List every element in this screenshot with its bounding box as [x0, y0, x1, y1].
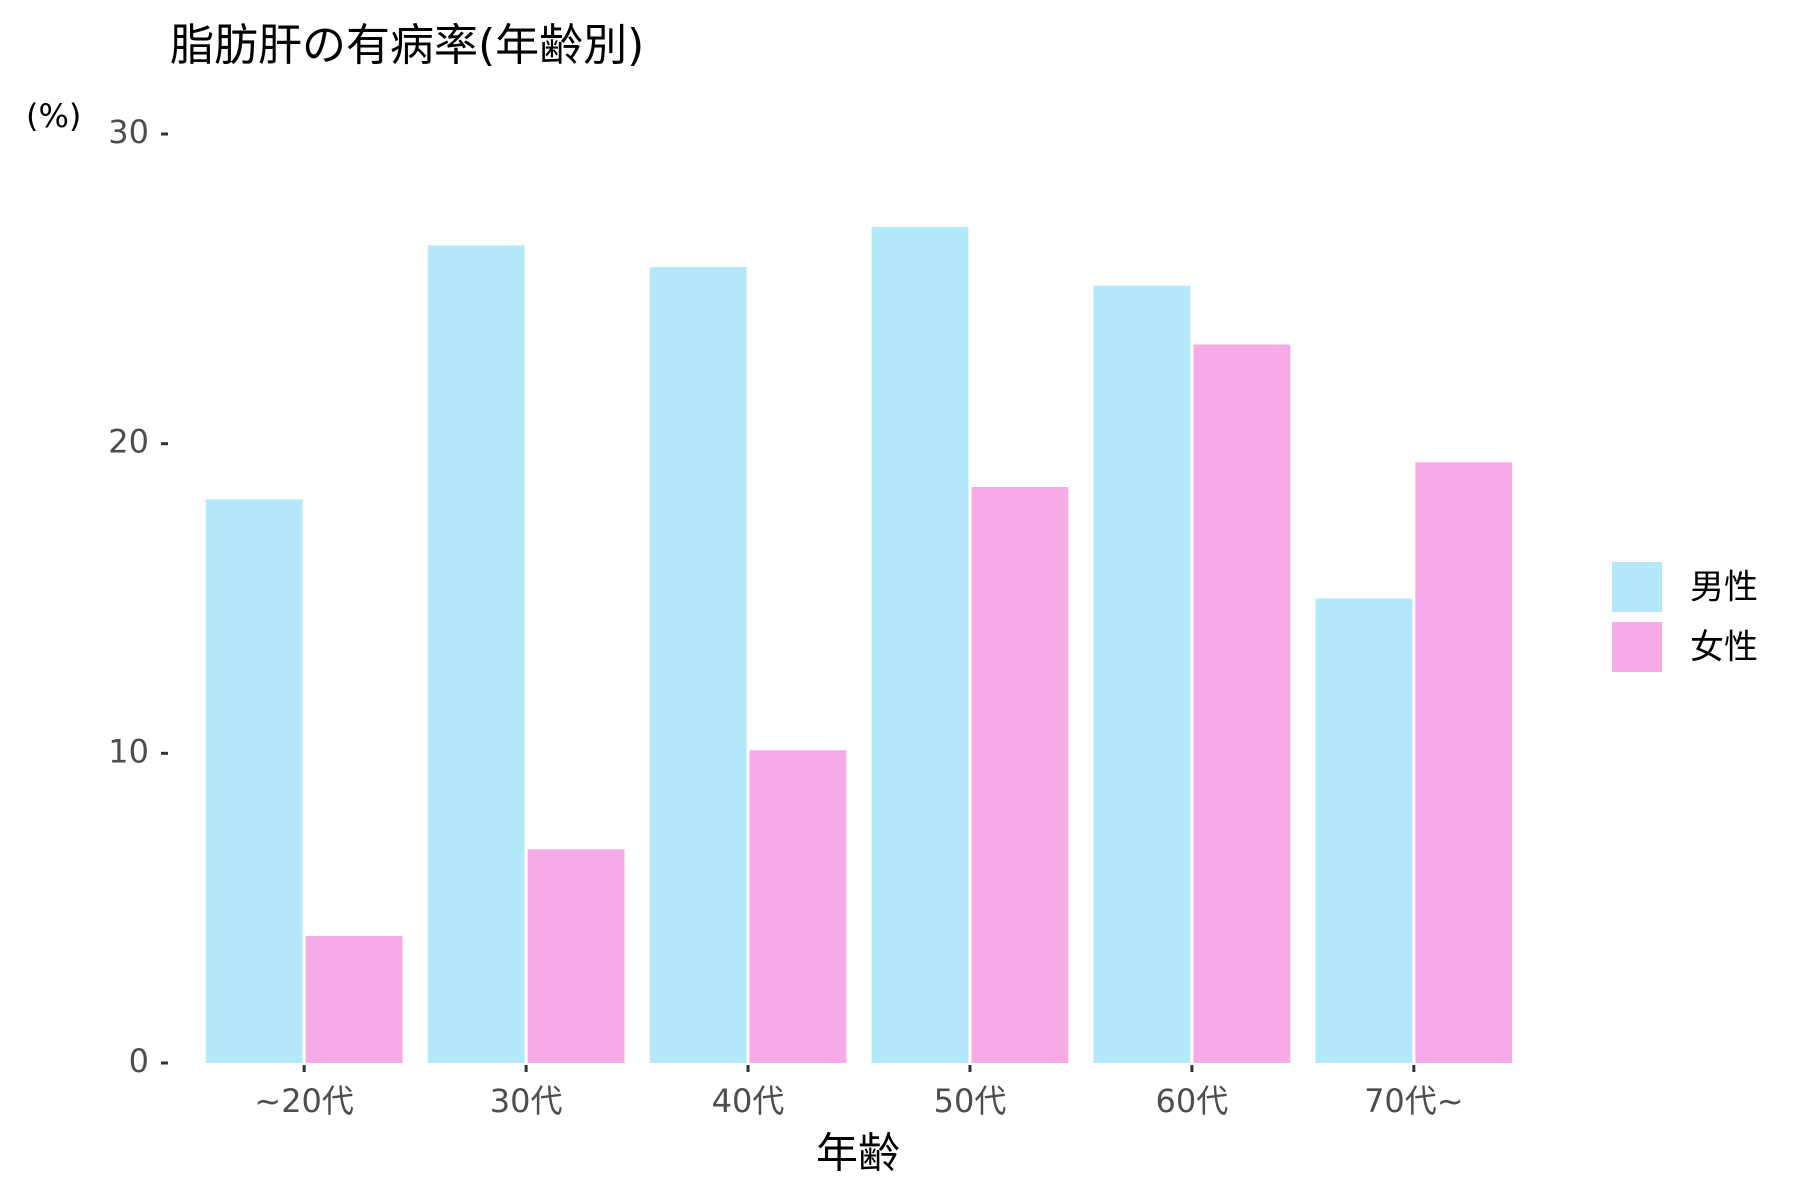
legend-key	[1612, 622, 1662, 672]
x-tick-label: 60代	[1156, 1082, 1229, 1120]
x-tick-label: 40代	[712, 1082, 785, 1120]
bar	[427, 245, 525, 1064]
x-tick-label: ~20代	[254, 1082, 354, 1120]
bar	[749, 750, 847, 1063]
x-axis-label: 年齢	[816, 1129, 900, 1178]
bar	[305, 936, 403, 1063]
bar	[1193, 344, 1291, 1063]
y-axis-label: (%)	[26, 97, 81, 135]
chart-title: 脂肪肝の有病率(年齢別)	[170, 20, 644, 71]
bar	[971, 487, 1069, 1063]
bar	[649, 267, 747, 1063]
y-tick-label: 20	[108, 423, 149, 461]
x-tick-label: 30代	[490, 1082, 563, 1120]
y-tick-label: 0	[129, 1042, 149, 1080]
bar	[1315, 598, 1413, 1063]
x-tick-label: 50代	[934, 1082, 1007, 1120]
legend-label: 女性	[1690, 628, 1758, 668]
y-tick-label: 10	[108, 732, 149, 770]
bar	[1415, 462, 1513, 1063]
legend-label: 男性	[1690, 568, 1758, 608]
bar	[871, 226, 969, 1063]
bar	[527, 849, 625, 1063]
bar	[205, 499, 303, 1063]
legend-key	[1612, 562, 1662, 612]
bar	[1093, 285, 1191, 1063]
x-tick-label: 70代~	[1364, 1082, 1464, 1120]
y-tick-label: 30	[108, 113, 149, 151]
